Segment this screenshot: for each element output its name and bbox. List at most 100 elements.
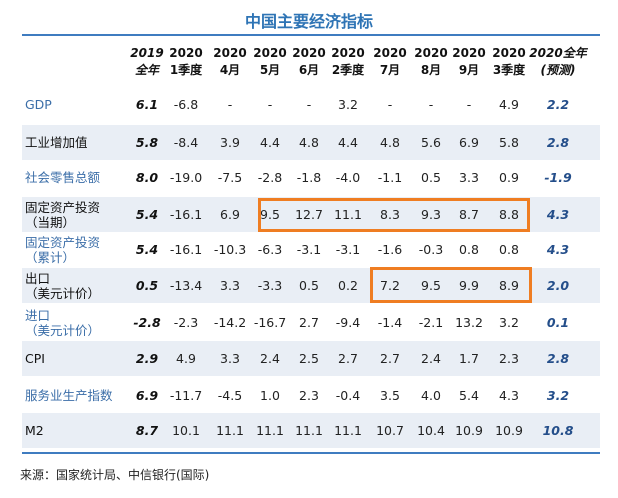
table-row: CPI 2.9 4.9 3.3 2.4 2.5 2.7 2.7 2.4 1.7 2.3 2.8 <box>22 341 600 376</box>
column-header-period: 4月 <box>219 63 241 77</box>
table-cell: 6.9 <box>135 388 159 403</box>
table-cell: -4.0 <box>335 170 361 185</box>
table-cell: 4.8 <box>299 135 319 150</box>
column-header-year: 2020全年 <box>529 46 587 60</box>
table-cell: -6.8 <box>173 97 199 112</box>
table-cell: 11.1 <box>256 423 284 438</box>
table-cell: -16.1 <box>169 207 203 222</box>
row-label: 工业增加值 <box>25 125 88 160</box>
table-cell: 2.2 <box>546 97 570 112</box>
table-cell: 4.3 <box>546 242 570 257</box>
table-cell: 3.2 <box>338 97 358 112</box>
table-cell: -13.4 <box>169 278 203 293</box>
table-cell: 2.8 <box>546 351 570 366</box>
row-label: 服务业生产指数 <box>25 378 113 413</box>
table-cell: 2.7 <box>338 351 358 366</box>
table-cell: 5.8 <box>135 135 159 150</box>
table-row: M2 8.7 10.1 11.1 11.1 11.1 11.1 10.7 10.4 10.9 10.… <box>22 413 600 448</box>
table-cell: -16.1 <box>169 242 203 257</box>
table-cell: 3.3 <box>220 278 240 293</box>
table-cell: 4.8 <box>380 135 400 150</box>
column-header: 2020 9月 <box>439 42 499 82</box>
table-cell: 11.1 <box>295 423 323 438</box>
table-cell: 12.7 <box>295 207 323 222</box>
table-cell: 3.9 <box>220 135 240 150</box>
row-label: 固定资产投资 （当期） <box>25 197 100 232</box>
table-cell: -10.3 <box>213 242 247 257</box>
table-cell: 0.1 <box>546 315 570 330</box>
column-header: 2020 7月 <box>360 42 420 82</box>
column-header-year: 2020 <box>373 46 407 60</box>
table-cell: 0.8 <box>459 242 479 257</box>
table-cell: -8.4 <box>173 135 199 150</box>
table-cell: -16.7 <box>253 315 287 330</box>
row-label-line: （累计） <box>25 249 76 265</box>
table-cell: - <box>466 97 472 112</box>
table-cell: -2.3 <box>173 315 199 330</box>
table-cell: 3.3 <box>220 351 240 366</box>
table-cell: 3.3 <box>459 170 479 185</box>
table-cell: -3.3 <box>257 278 283 293</box>
table-cell: 11.1 <box>334 423 362 438</box>
source-note: 来源：国家统计局、中信银行(国际) <box>20 468 210 482</box>
table-cell: 8.8 <box>499 207 519 222</box>
column-header-year: 2020 <box>492 46 526 60</box>
highlight-box-exports <box>370 267 532 303</box>
table-cell: 0.8 <box>499 242 519 257</box>
table-row: 社会零售总额 8.0 -19.0 -7.5 -2.8 -1.8 -4.0 -1.1 0.5 3.3… <box>22 160 600 195</box>
top-rule <box>22 34 600 36</box>
row-label-line: 社会零售总额 <box>25 170 101 185</box>
table-cell: 4.4 <box>260 135 280 150</box>
table-cell: 0.5 <box>135 278 159 293</box>
table-row: 出口 （美元计价） 0.5 -13.4 3.3 -3.3 0.5 0.2 7.2 9.5 9.9 8.… <box>22 268 600 303</box>
column-header-period: 2季度 <box>331 63 365 77</box>
table-cell: 5.4 <box>135 242 159 257</box>
table-cell: 4.4 <box>338 135 358 150</box>
row-label: CPI <box>25 341 45 376</box>
table-cell: 10.4 <box>417 423 445 438</box>
table-cell: -2.1 <box>418 315 444 330</box>
table-cell: -1.6 <box>377 242 403 257</box>
table-cell: 1.0 <box>260 388 280 403</box>
table-cell: 3.2 <box>546 388 570 403</box>
table-cell: 8.7 <box>459 207 479 222</box>
table-cell: -3.1 <box>296 242 322 257</box>
table-row: GDP 6.1 -6.8 - - - 3.2 - - - 4.9 2.2 <box>22 87 600 122</box>
table-cell: - <box>387 97 393 112</box>
column-header: 2020 6月 <box>279 42 339 82</box>
column-header-year: 2020 <box>292 46 326 60</box>
table-cell: 4.9 <box>499 97 519 112</box>
table-cell: 8.7 <box>135 423 159 438</box>
column-header-year: 2020 <box>331 46 365 60</box>
column-header-year: 2020 <box>169 46 203 60</box>
table-cell: 6.1 <box>135 97 159 112</box>
table-cell: 0.5 <box>299 278 319 293</box>
table-cell: -1.8 <box>296 170 322 185</box>
column-header: 2020 4月 <box>200 42 260 82</box>
column-header: 2020 1季度 <box>156 42 216 82</box>
table-cell: 3.2 <box>499 315 519 330</box>
row-label: 固定资产投资 （累计） <box>25 232 100 267</box>
column-header: 2020 5月 <box>240 42 300 82</box>
column-header-period: 5月 <box>259 63 281 77</box>
table-cell: 11.1 <box>216 423 244 438</box>
table-cell: 4.3 <box>499 388 519 403</box>
row-label-line: （美元计价） <box>25 322 101 338</box>
table-cell: -0.3 <box>418 242 444 257</box>
row-label-line: CPI <box>25 351 45 366</box>
row-label: 出口 （美元计价） <box>25 268 100 303</box>
table-cell: - <box>306 97 312 112</box>
table-cell: -6.3 <box>257 242 283 257</box>
row-label-line: 服务业生产指数 <box>25 388 113 403</box>
column-header: 2020 2季度 <box>318 42 378 82</box>
table-cell: 2.8 <box>546 135 570 150</box>
table-cell: 7.2 <box>380 278 400 293</box>
column-header-period: 9月 <box>458 63 480 77</box>
table-cell: 9.9 <box>459 278 479 293</box>
row-label-line: 进口 <box>25 307 51 323</box>
table-cell: -19.0 <box>169 170 203 185</box>
table-cell: 8.9 <box>499 278 519 293</box>
table-cell: 5.8 <box>499 135 519 150</box>
table-row: 固定资产投资 （当期） 5.4 -16.1 6.9 9.5 12.7 11.1 8.3 9.3 8.… <box>22 197 600 232</box>
row-label-line: M2 <box>25 423 44 438</box>
